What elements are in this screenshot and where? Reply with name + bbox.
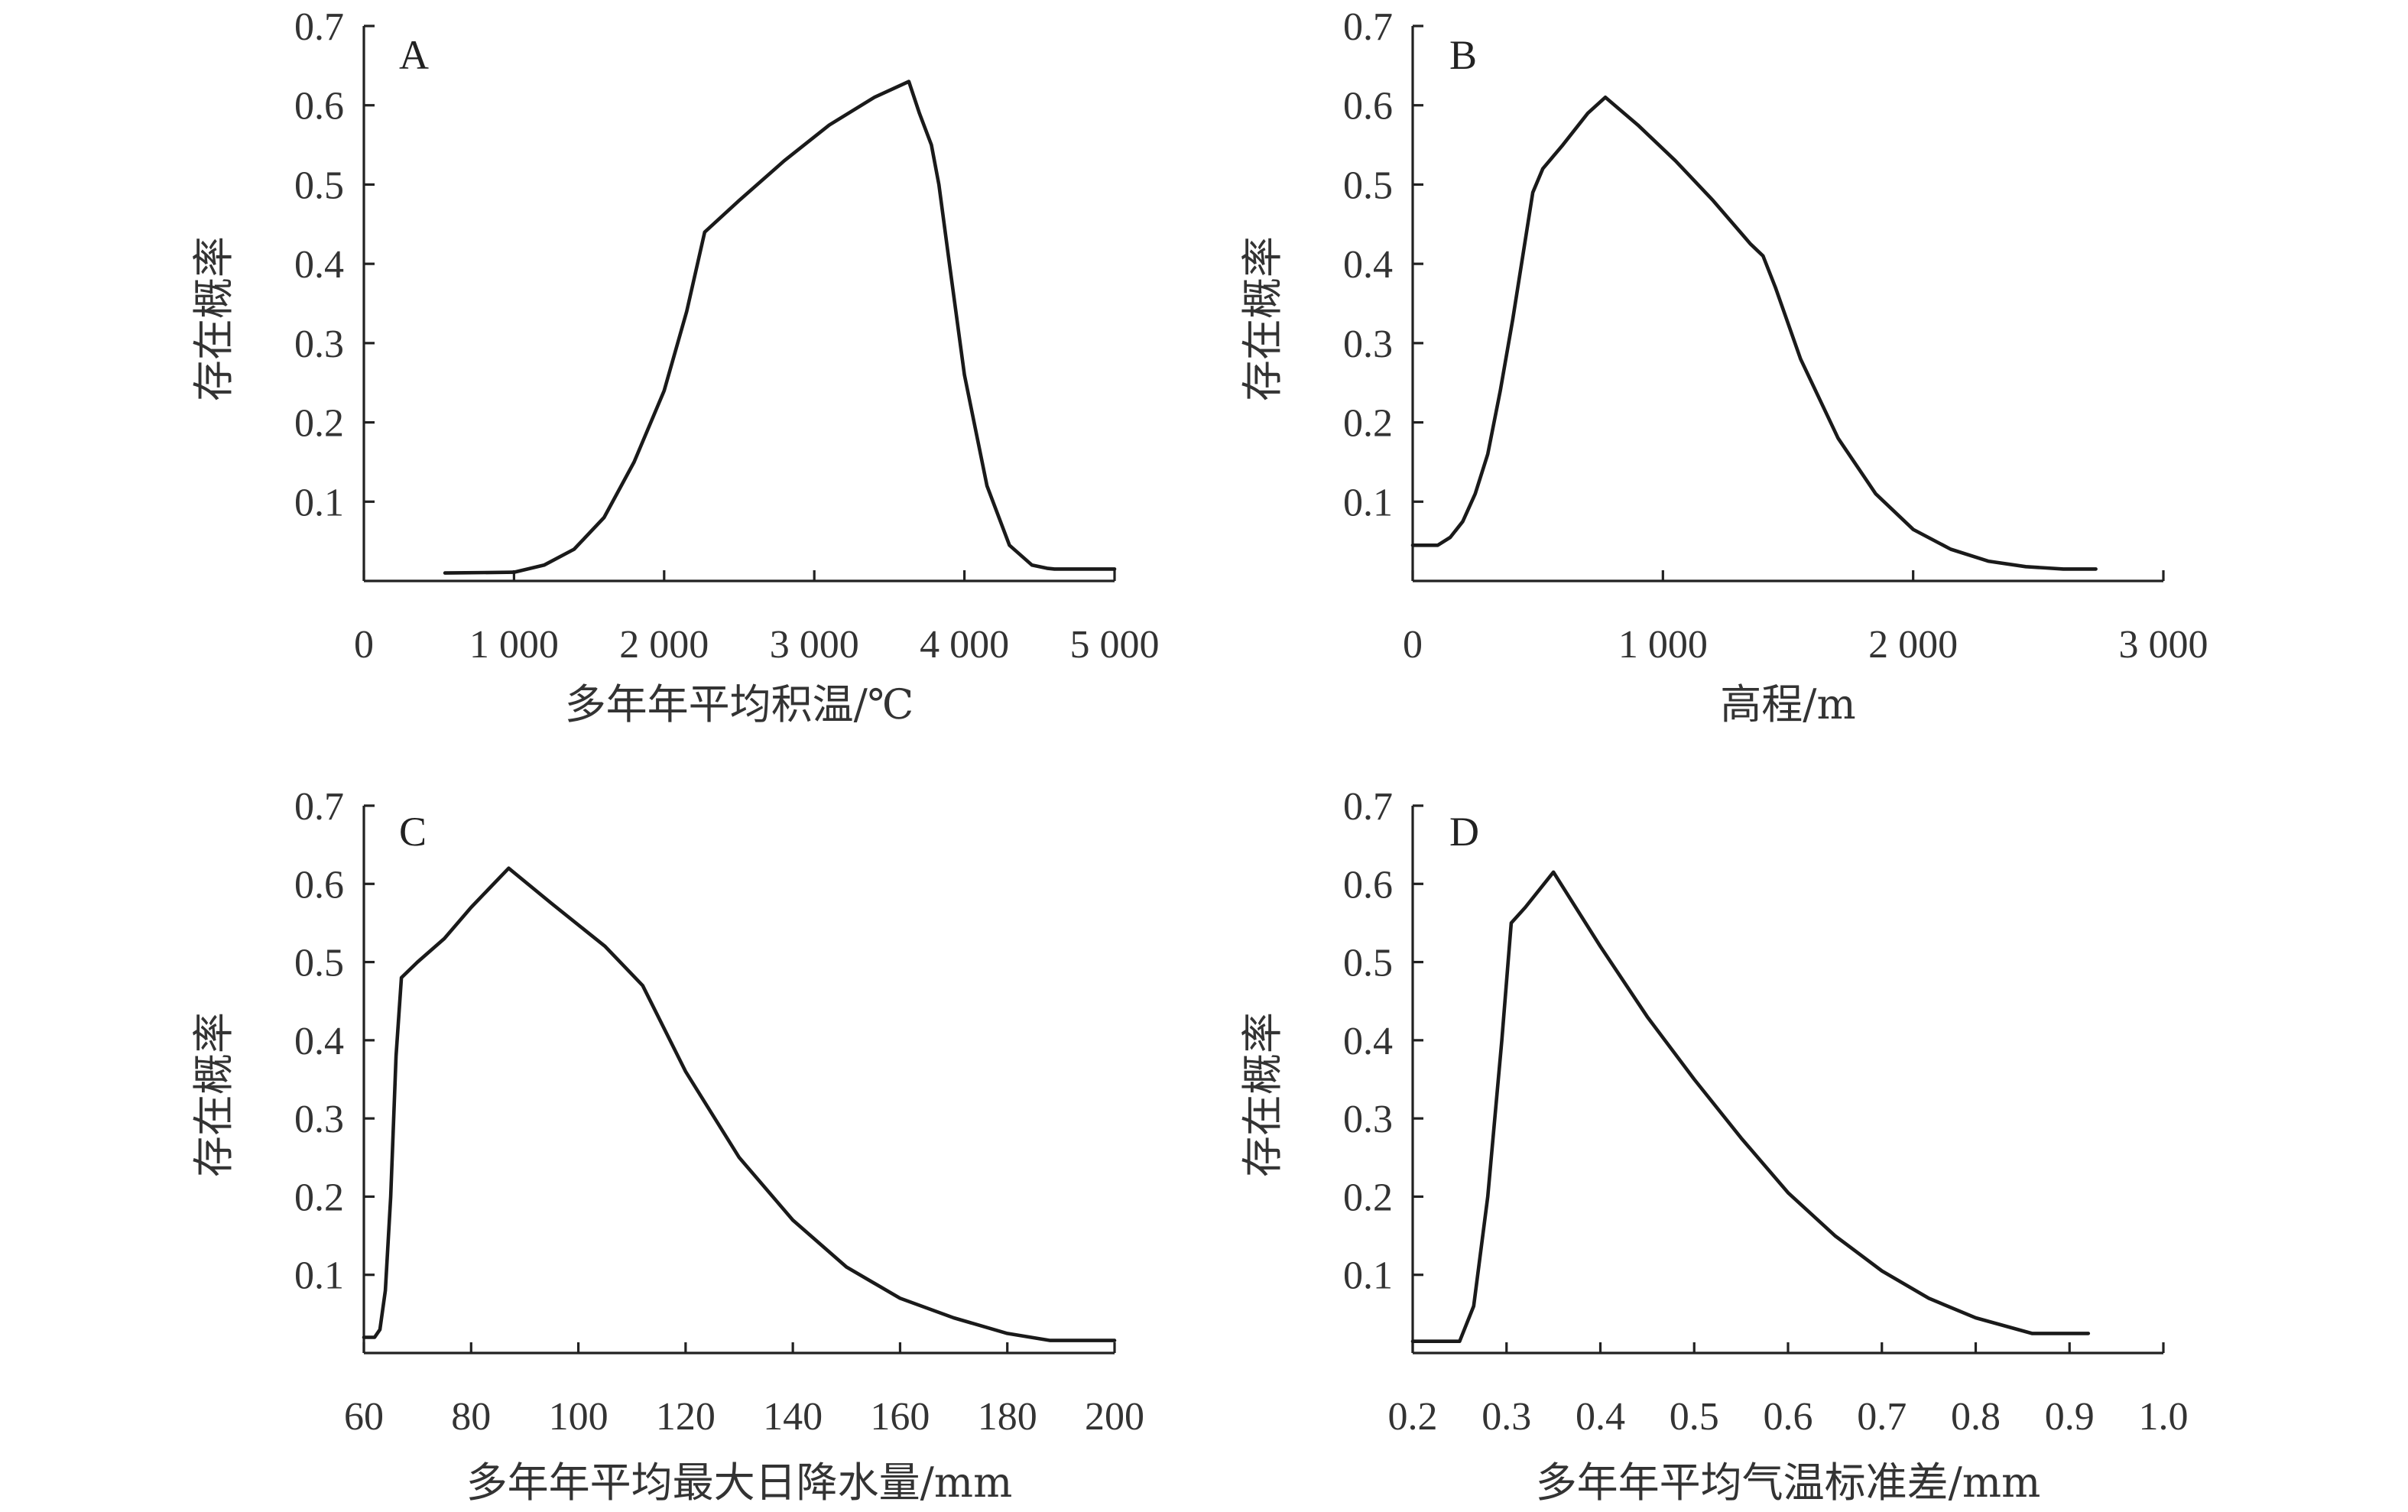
panel-d-y-tick-label: 0.6: [1343, 863, 1393, 907]
panel-a-x-tick-label: 4 000: [920, 623, 1009, 667]
panel-b-y-tick-label: 0.7: [1343, 5, 1393, 49]
panel-d-y-tick-label: 0.4: [1343, 1020, 1393, 1063]
panel-b-x-axis-title: 高程/m: [1720, 680, 1855, 728]
panel-d-y-axis-title: 存在概率: [1238, 1012, 1287, 1177]
panel-c-y-tick-label: 0.2: [294, 1176, 344, 1219]
panel-c-y-tick-label: 0.4: [294, 1020, 344, 1063]
panel-a: 0.1 0.2 0.3 0.4 0.5 0.6 0.7 0 1 000 2 000 3 000 4 0…: [190, 5, 1160, 728]
panel-a-y-tick-label: 0.3: [294, 323, 344, 366]
panel-b-series-line: [1410, 96, 2098, 571]
panel-c-label: C: [399, 809, 427, 855]
panel-b-x-tick-label: 1 000: [1618, 623, 1708, 667]
panel-c-x-tick-label: 140: [763, 1395, 823, 1439]
panel-d-x-axis-title: 多年年平均气温标准差/mm: [1536, 1458, 2041, 1507]
panel-b-label: B: [1449, 32, 1477, 78]
panel-a-y-tick-label: 0.7: [294, 5, 344, 49]
panel-c-series-line: [362, 866, 1117, 1342]
panel-c-y-tick-label: 0.3: [294, 1098, 344, 1141]
panel-b: 0.1 0.2 0.3 0.4 0.5 0.6 0.7 0 1 000 2 000 3 000 B 高程…: [1238, 5, 2208, 728]
panel-a-x-tick-label: 3 000: [770, 623, 859, 667]
panel-b-x-tick-label: 0: [1403, 623, 1423, 667]
panel-c-x-tick-label: 160: [870, 1395, 930, 1439]
panel-d-label: D: [1449, 809, 1479, 855]
panel-a-x-axis-title: 多年年平均积温/℃: [565, 680, 914, 728]
panel-d-y-tick-label: 0.7: [1343, 785, 1393, 829]
panel-d-x-tick-label: 0.4: [1576, 1395, 1625, 1439]
panel-c-y-tick-label: 0.6: [294, 863, 344, 907]
panel-a-y-axis-title: 存在概率: [190, 236, 238, 401]
panel-c-y-axis-title: 存在概率: [190, 1012, 238, 1177]
panel-a-x-tick-label: 5 000: [1070, 623, 1160, 667]
panel-c-x-tick-label: 200: [1085, 1395, 1144, 1439]
panel-d-y-tick-label: 0.1: [1343, 1254, 1393, 1298]
panel-b-y-tick-label: 0.1: [1343, 481, 1393, 524]
panel-a-y-tick-label: 0.6: [294, 85, 344, 128]
panel-d-y-tick-label: 0.3: [1343, 1098, 1393, 1141]
panel-d-x-tick-label: 0.3: [1481, 1395, 1531, 1439]
panel-b-y-tick-label: 0.4: [1343, 243, 1393, 287]
panel-d-x-tick-label: 1.0: [2139, 1395, 2189, 1439]
panel-d-x-tick-label: 0.6: [1764, 1395, 1813, 1439]
panel-c-x-tick-label: 60: [344, 1395, 384, 1439]
panel-b-y-axis-title: 存在概率: [1238, 236, 1287, 401]
panel-a-label: A: [399, 32, 429, 78]
panel-c-x-tick-label: 80: [451, 1395, 491, 1439]
panel-c-y-tick-label: 0.5: [294, 942, 344, 985]
panel-d: 0.1 0.2 0.3 0.4 0.5 0.6 0.7 0.2 0.3 0.4 0.5 0.6 0.7 0…: [1238, 785, 2189, 1507]
panel-a-x-tick-label: 2 000: [619, 623, 709, 667]
panel-d-x-tick-label: 0.9: [2045, 1395, 2095, 1439]
panel-c: 0.1 0.2 0.3 0.4 0.5 0.6 0.7 60 80 100 120 140 160 180…: [190, 785, 1144, 1507]
panel-d-y-tick-label: 0.5: [1343, 942, 1393, 985]
panel-d-x-tick-label: 0.2: [1388, 1395, 1438, 1439]
panel-c-y-tick-label: 0.7: [294, 785, 344, 829]
panel-a-y-tick-label: 0.2: [294, 402, 344, 446]
panel-c-x-axis-title: 多年年平均最大日降水量/mm: [466, 1458, 1013, 1507]
panel-b-y-tick-label: 0.6: [1343, 85, 1393, 128]
panel-d-x-tick-label: 0.5: [1670, 1395, 1719, 1439]
panel-a-y-tick-label: 0.4: [294, 243, 344, 287]
panel-b-x-tick-label: 2 000: [1868, 623, 1958, 667]
panel-b-y-tick-label: 0.2: [1343, 402, 1393, 446]
panel-a-y-tick-label: 0.1: [294, 481, 344, 524]
panel-a-y-tick-label: 0.5: [294, 164, 344, 207]
panel-d-y-tick-label: 0.2: [1343, 1176, 1393, 1219]
panel-a-series-line: [443, 79, 1117, 575]
panel-c-x-tick-label: 120: [656, 1395, 716, 1439]
panel-d-x-tick-label: 0.8: [1951, 1395, 2001, 1439]
panel-a-x-tick-label: 1 000: [469, 623, 559, 667]
panel-c-y-tick-label: 0.1: [294, 1254, 344, 1298]
panel-c-x-tick-label: 180: [978, 1395, 1037, 1439]
panel-b-y-tick-label: 0.3: [1343, 323, 1393, 366]
panel-b-x-tick-label: 3 000: [2119, 623, 2208, 667]
panel-c-x-tick-label: 100: [549, 1395, 608, 1439]
panel-a-x-tick-label: 0: [354, 623, 374, 667]
panel-d-series-line: [1410, 870, 2091, 1343]
panel-b-y-tick-label: 0.5: [1343, 164, 1393, 207]
panel-d-x-tick-label: 0.7: [1857, 1395, 1907, 1439]
